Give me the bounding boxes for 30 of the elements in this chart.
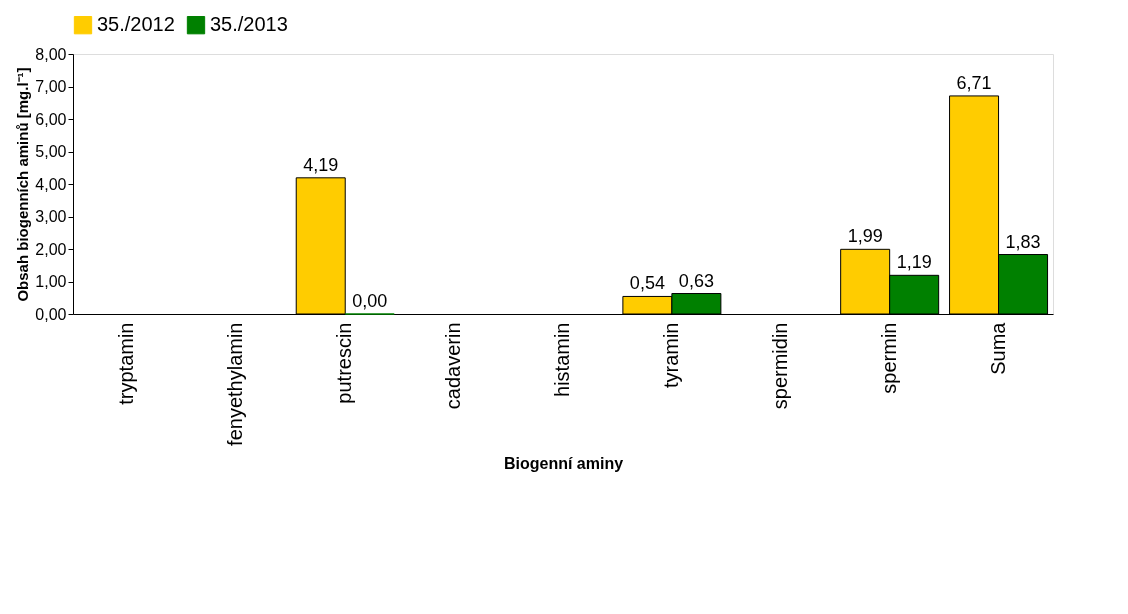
- y-tick-label: 1,00: [35, 273, 67, 290]
- x-tick-label: spermin: [877, 322, 900, 394]
- x-tick-label: spermidin: [768, 322, 791, 410]
- y-tick-label: 7,00: [35, 78, 67, 95]
- x-tick-label: Suma: [986, 321, 1009, 375]
- x-tick-label: putrescin: [333, 322, 356, 404]
- data-label: 4,19: [303, 154, 339, 175]
- x-tick-label: cadaverin: [442, 322, 465, 410]
- x-tick-label: histamin: [551, 322, 573, 397]
- data-label: 1,99: [847, 226, 883, 247]
- data-label: 0,54: [629, 273, 665, 294]
- data-label: 0,00: [352, 291, 388, 311]
- x-axis-title: Biogenní aminy: [503, 454, 624, 472]
- y-tick-label: 2,00: [35, 240, 67, 258]
- data-label: 1,83: [1005, 231, 1041, 252]
- y-tick-label: 6,00: [35, 110, 67, 128]
- y-tick-label: 5,00: [35, 143, 67, 160]
- y-tick-label: 3,00: [35, 208, 67, 225]
- data-label: 1,19: [896, 252, 932, 273]
- data-label: 6,71: [956, 72, 992, 93]
- y-tick-label: 0,00: [35, 305, 67, 323]
- x-tick-label: tryptamin: [115, 322, 138, 405]
- y-axis-title: Obsah biogenních aminů [mg.l⁻¹]: [14, 67, 32, 302]
- x-tick-label: fenyethylamin: [224, 322, 247, 446]
- x-tick-label: tyramin: [659, 322, 682, 389]
- legend-label: 35./2012: [97, 13, 175, 36]
- data-label: 0,63: [678, 270, 714, 291]
- y-tick-label: 4,00: [35, 175, 67, 193]
- y-tick-label: 8,00: [35, 45, 67, 63]
- legend-label: 35./2013: [210, 13, 288, 36]
